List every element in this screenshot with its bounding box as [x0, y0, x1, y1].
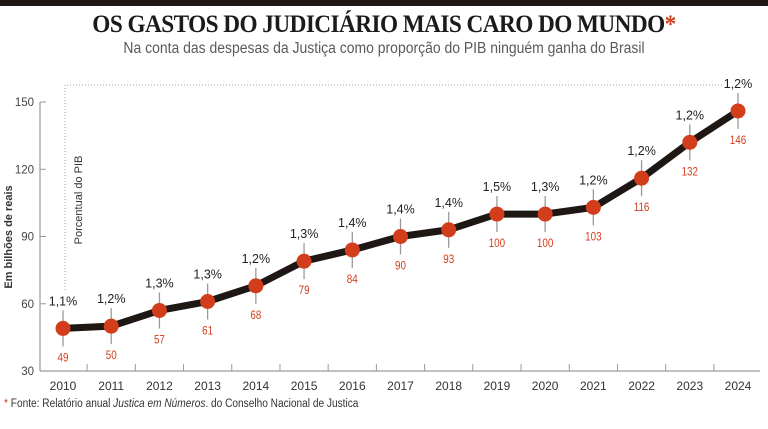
top-bar [0, 0, 768, 6]
x-tick-label: 2013 [194, 379, 221, 393]
pib-percent-label: 1,2% [676, 108, 705, 122]
value-label: 146 [730, 134, 746, 147]
pib-percent-label: 1,3% [193, 268, 222, 282]
pib-percent-label: 1,4% [338, 216, 367, 230]
data-point [296, 253, 312, 269]
value-label: 100 [537, 237, 553, 250]
pib-percent-label: 1,4% [386, 203, 415, 217]
x-tick-label: 2022 [628, 379, 655, 393]
value-label: 93 [443, 253, 454, 266]
data-point [682, 134, 698, 150]
value-label: 68 [250, 309, 261, 322]
value-label: 132 [682, 166, 698, 179]
x-tick-label: 2021 [580, 379, 607, 393]
pib-percent-label: 1,2% [97, 292, 126, 306]
x-tick-label: 2018 [435, 379, 462, 393]
x-tick-label: 2020 [532, 379, 559, 393]
source-footnote: * Fonte: Relatório anual Justica em Núme… [4, 398, 358, 410]
data-point [537, 206, 553, 222]
pib-annotation-label: Porcentual do PIB [73, 156, 85, 245]
x-tick-label: 2011 [98, 379, 124, 393]
x-tick-label: 2014 [243, 379, 270, 393]
chart-subtitle: Na conta das despesas da Justiça como pr… [123, 40, 645, 57]
axes: 30 60 90 120 150 2010 2011 2012 2013 2014 2015 2016… [3, 97, 760, 393]
pib-bracket-dotted-line [64, 84, 722, 290]
x-tick-label: 2016 [339, 379, 366, 393]
data-point [151, 302, 167, 318]
pib-percent-label: 1,1% [49, 294, 78, 308]
value-label: 50 [106, 349, 117, 362]
y-tick-label: 120 [15, 164, 34, 176]
title-text: OS GASTOS DO JUDICIÁRIO MAIS CARO DO MUN… [92, 11, 665, 38]
pib-percent-label: 1,2% [242, 252, 271, 266]
x-tick-label: 2017 [387, 379, 414, 393]
value-label: 103 [585, 231, 601, 244]
data-point [585, 199, 601, 215]
footnote-marker: * [4, 398, 8, 410]
data-point [344, 242, 360, 258]
value-label: 84 [347, 273, 358, 286]
pib-percent-label: 1,2% [724, 77, 753, 91]
x-tick-label: 2024 [725, 379, 752, 393]
pib-percent-label: 1,2% [627, 144, 656, 158]
x-tick-label: 2023 [676, 379, 703, 393]
data-point [730, 103, 746, 119]
title-footnote-marker: * [664, 11, 677, 38]
pib-percent-label: 1,3% [290, 227, 319, 241]
x-tick-label: 2010 [50, 379, 77, 393]
footnote-suffix: . do Conselho Nacional de Justica [205, 398, 359, 410]
chart-title: OS GASTOS DO JUDICIÁRIO MAIS CARO DO MUN… [27, 11, 741, 39]
value-label: 79 [299, 284, 310, 297]
data-point [441, 222, 457, 238]
y-tick-label: 150 [15, 97, 34, 109]
value-label: 100 [489, 237, 505, 250]
value-label: 116 [634, 201, 650, 214]
y-tick-label: 30 [21, 366, 34, 378]
value-label: 61 [202, 325, 213, 338]
y-tick-label: 90 [21, 232, 34, 244]
x-tick-label: 2012 [146, 379, 173, 393]
pib-percent-label: 1,2% [579, 173, 608, 187]
pib-percent-label: 1,4% [434, 196, 463, 210]
pib-annotation: Porcentual do PIB [64, 84, 722, 290]
pib-percent-label: 1,3% [531, 180, 560, 194]
pib-percent-label: 1,3% [145, 276, 174, 290]
data-point [634, 170, 650, 186]
footnote-prefix: Fonte: Relatório anual [7, 398, 114, 410]
data-point [393, 229, 408, 244]
data-labels: 1,1% 49 1,2% 50 1,3% 57 1,3% 61 1,2% 68 1,3% 79 1,4%… [49, 77, 753, 365]
x-tick-label: 2019 [484, 379, 511, 393]
data-point [200, 294, 216, 310]
data-point [55, 320, 71, 336]
x-tick-label: 2015 [291, 379, 318, 393]
data-point [248, 278, 264, 294]
y-tick-label: 60 [21, 299, 34, 311]
footnote-report-name: Justica em Números [113, 398, 206, 410]
value-label: 57 [154, 334, 165, 347]
pib-percent-label: 1,5% [483, 180, 512, 194]
value-label: 90 [395, 260, 406, 273]
value-label: 49 [58, 352, 69, 365]
data-point [103, 318, 119, 334]
data-points [55, 103, 746, 336]
y-axis-label: Em bilhões de reais [3, 185, 15, 288]
data-point [489, 206, 505, 222]
